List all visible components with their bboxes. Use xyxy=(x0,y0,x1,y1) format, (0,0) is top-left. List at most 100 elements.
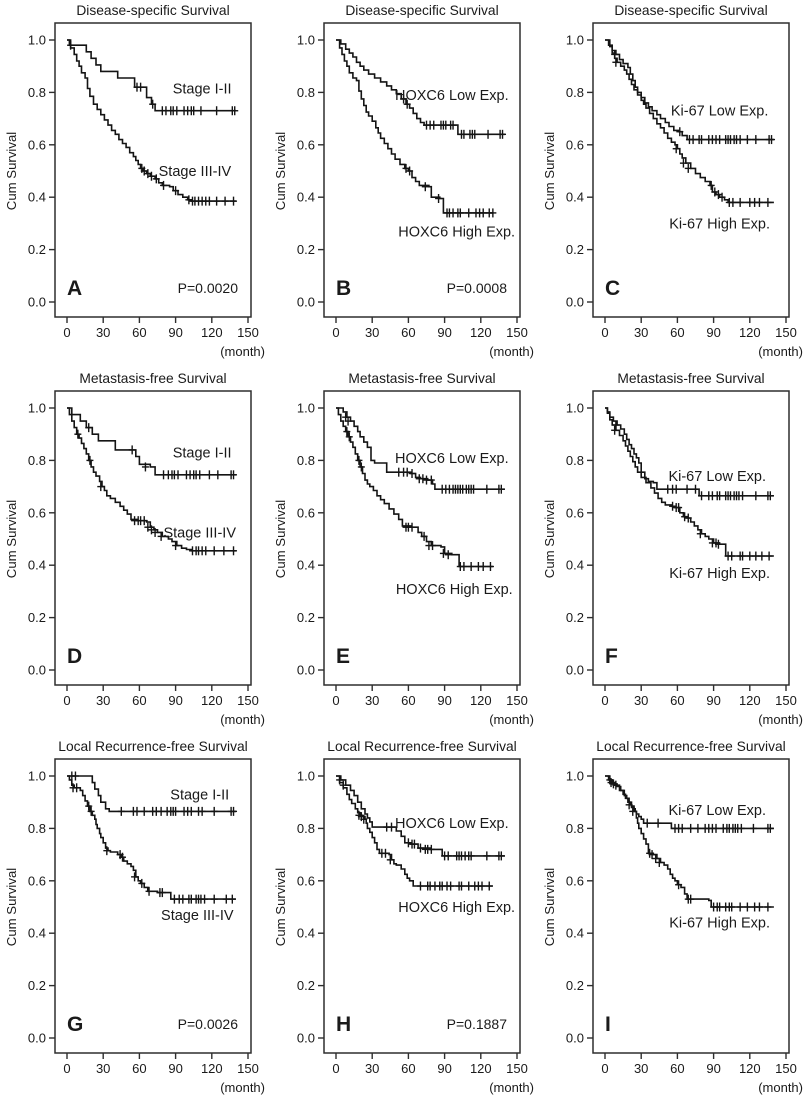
y-tick-label: 1.0 xyxy=(566,769,584,784)
x-tick-label: 150 xyxy=(775,693,797,708)
series-label: Stage I-II xyxy=(173,81,232,97)
x-tick-label: 120 xyxy=(201,325,223,340)
panel-title: Metastasis-free Survival xyxy=(617,371,764,386)
panel-letter: B xyxy=(336,277,351,300)
y-tick-label: 0.8 xyxy=(297,821,315,836)
y-tick-label: 1.0 xyxy=(297,769,315,784)
x-tick-label: 60 xyxy=(132,693,146,708)
x-tick-label: 30 xyxy=(365,325,379,340)
panel-I: Local Recurrence-free Survival 0.0 0.2 0.4 0… xyxy=(538,736,807,1104)
plot-frame xyxy=(54,390,252,686)
panel-letter: G xyxy=(67,1013,83,1036)
x-axis-caption: (month) xyxy=(220,712,265,727)
km-curve-upper xyxy=(67,775,236,813)
x-axis-caption: (month) xyxy=(758,712,803,727)
y-tick-label: 0.6 xyxy=(297,505,315,520)
y-tick-label: 0.8 xyxy=(566,453,584,468)
y-tick-label: 0.0 xyxy=(28,295,46,310)
y-tick-label: 0.0 xyxy=(28,663,46,678)
censor-marks-lower xyxy=(69,783,236,904)
km-curve-lower xyxy=(67,407,236,552)
y-axis-caption: Cum Survival xyxy=(542,132,557,210)
y-tick-label: 0.4 xyxy=(28,926,46,941)
y-tick-label: 0.4 xyxy=(566,926,584,941)
y-tick-label: 0.4 xyxy=(28,190,46,205)
km-curve-upper xyxy=(336,775,505,857)
x-tick-label: 0 xyxy=(601,693,608,708)
x-tick-label: 0 xyxy=(601,1061,608,1076)
panel-G: Local Recurrence-free Survival 0.0 0.2 0.4 0… xyxy=(0,736,269,1104)
y-tick-label: 0.4 xyxy=(566,190,584,205)
y-tick-label: 0.0 xyxy=(566,663,584,678)
panel-H: Local Recurrence-free Survival 0.0 0.2 0.4 0… xyxy=(269,736,538,1104)
x-tick-label: 120 xyxy=(739,325,761,340)
x-axis-caption: (month) xyxy=(489,344,534,359)
y-tick-label: 0.6 xyxy=(566,505,584,520)
x-tick-label: 120 xyxy=(470,1061,492,1076)
censor-marks-upper xyxy=(612,420,774,501)
y-tick-label: 0.4 xyxy=(566,558,584,573)
y-tick-label: 0.8 xyxy=(566,85,584,100)
y-tick-label: 0.2 xyxy=(28,242,46,257)
y-tick-label: 0.8 xyxy=(28,821,46,836)
y-tick-label: 0.6 xyxy=(566,873,584,888)
y-axis-caption: Cum Survival xyxy=(273,132,288,210)
x-axis-caption: (month) xyxy=(489,1080,534,1095)
series-label: Stage I-II xyxy=(170,787,229,803)
panel-title: Metastasis-free Survival xyxy=(348,371,495,386)
y-tick-label: 0.0 xyxy=(28,1031,46,1046)
km-curve-lower xyxy=(336,775,493,887)
panel-B: Disease-specific Survival 0.0 0.2 0.4 0.6 0.8… xyxy=(269,0,538,368)
x-tick-label: 120 xyxy=(739,1061,761,1076)
panel-G-km-plot: Local Recurrence-free Survival 0.0 0.2 0.4 0… xyxy=(4,739,265,1095)
x-axis-caption: (month) xyxy=(220,1080,265,1095)
panel-E: Metastasis-free Survival 0.0 0.2 0.4 0.6 0.8 1… xyxy=(269,368,538,736)
y-tick-label: 0.0 xyxy=(566,1031,584,1046)
y-tick-label: 1.0 xyxy=(297,33,315,48)
km-curve-upper xyxy=(336,39,505,136)
series-label: Ki-67 Low Exp. xyxy=(671,104,769,120)
x-tick-label: 60 xyxy=(670,693,684,708)
x-tick-label: 90 xyxy=(706,325,720,340)
x-tick-label: 60 xyxy=(132,1061,146,1076)
series-label: Stage III-IV xyxy=(161,908,234,924)
y-axis-caption: Cum Survival xyxy=(273,500,288,578)
p-value-label: P=0.0026 xyxy=(178,1016,239,1032)
censor-marks-lower xyxy=(612,57,772,207)
y-tick-label: 1.0 xyxy=(566,401,584,416)
y-tick-label: 1.0 xyxy=(297,401,315,416)
x-tick-label: 0 xyxy=(332,1061,339,1076)
x-tick-label: 60 xyxy=(670,1061,684,1076)
plot-frame xyxy=(54,22,252,318)
x-tick-label: 30 xyxy=(96,693,110,708)
x-tick-label: 150 xyxy=(237,325,259,340)
plot-frame xyxy=(592,22,790,318)
y-tick-label: 1.0 xyxy=(28,33,46,48)
x-tick-label: 90 xyxy=(706,1061,720,1076)
x-tick-label: 120 xyxy=(470,325,492,340)
plot-frame xyxy=(323,758,521,1054)
km-curve-lower xyxy=(67,39,236,202)
censor-marks-lower xyxy=(343,427,494,572)
y-tick-label: 1.0 xyxy=(28,401,46,416)
x-tick-label: 30 xyxy=(96,1061,110,1076)
p-value-label: P=0.0020 xyxy=(178,280,239,296)
x-tick-label: 120 xyxy=(470,693,492,708)
y-tick-label: 0.8 xyxy=(297,85,315,100)
x-tick-label: 0 xyxy=(601,325,608,340)
x-tick-label: 60 xyxy=(401,693,415,708)
plot-frame xyxy=(323,390,521,686)
x-axis-caption: (month) xyxy=(489,712,534,727)
x-tick-label: 0 xyxy=(63,1061,70,1076)
series-label: Stage III-IV xyxy=(159,164,232,180)
y-tick-label: 0.4 xyxy=(28,558,46,573)
y-axis-caption: Cum Survival xyxy=(542,500,557,578)
plot-frame xyxy=(323,22,521,318)
y-tick-label: 0.4 xyxy=(297,558,315,573)
x-tick-label: 30 xyxy=(365,1061,379,1076)
y-tick-label: 0.6 xyxy=(566,137,584,152)
x-tick-label: 120 xyxy=(201,693,223,708)
km-curve-lower xyxy=(67,775,236,900)
y-tick-label: 0.2 xyxy=(566,978,584,993)
